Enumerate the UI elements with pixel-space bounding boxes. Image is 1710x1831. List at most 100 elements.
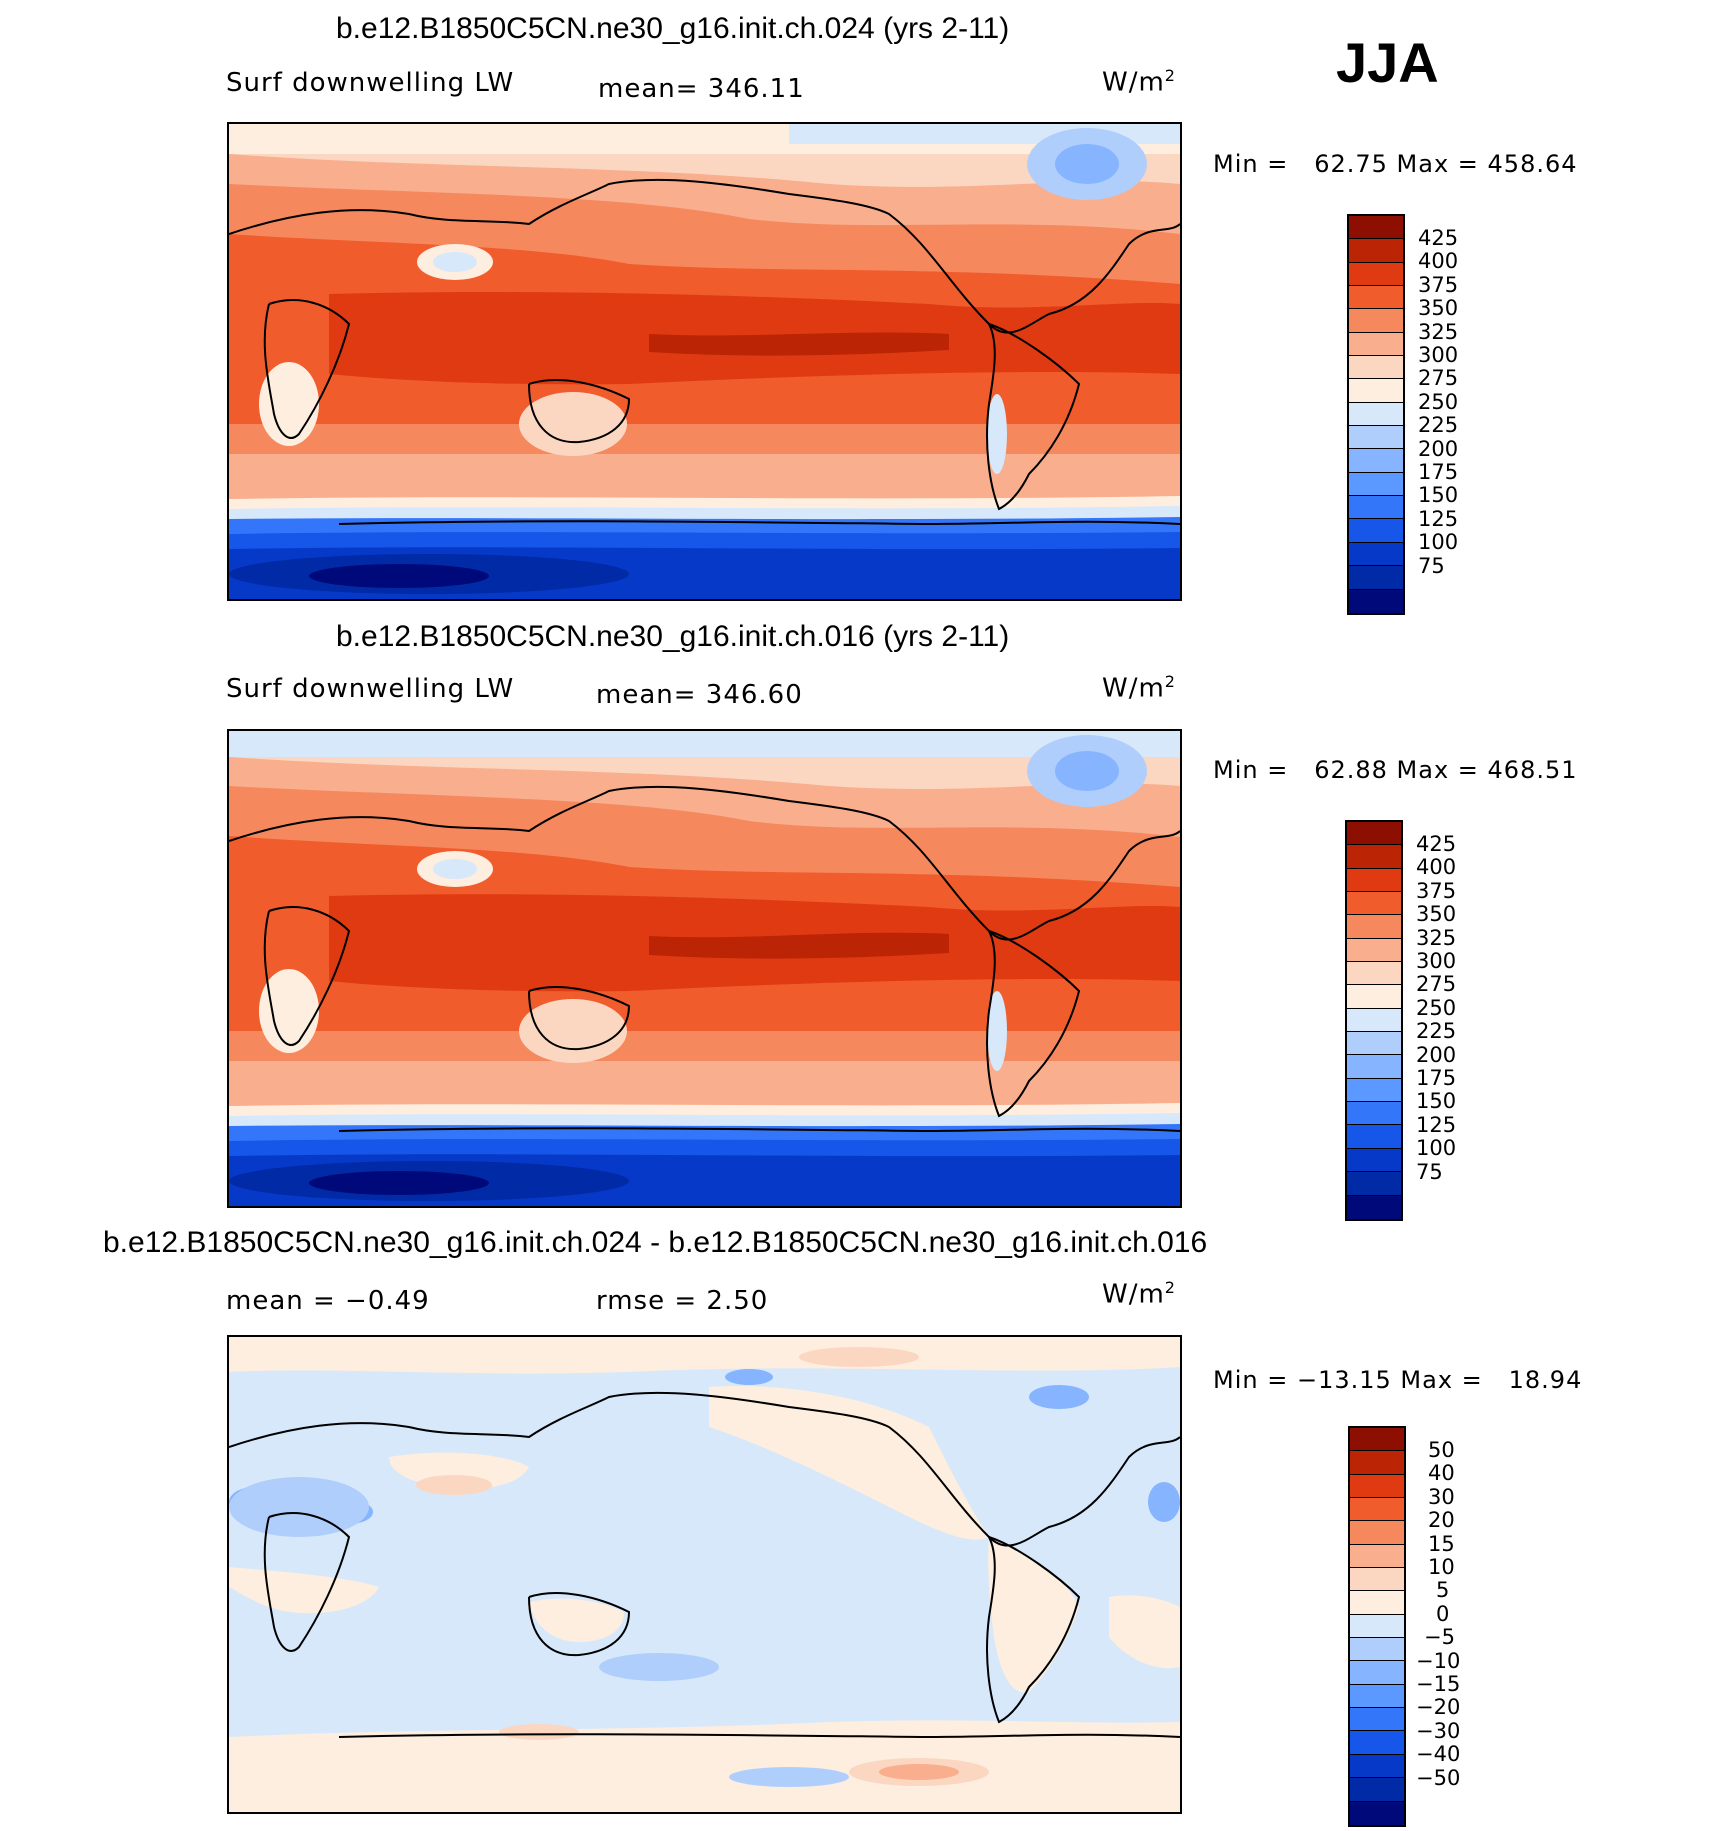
colorbar-tick: −50	[1416, 1765, 1461, 1790]
colorbar-3-swatch	[1350, 1638, 1404, 1662]
panel-1-colorbar-ticks: 425 400 375 350 325 300 275 250 225 200 …	[1418, 226, 1478, 586]
colorbar-tick: 250	[1416, 995, 1457, 1020]
colorbar-1-swatch	[1349, 449, 1403, 473]
colorbar-tick: 350	[1416, 902, 1457, 927]
colorbar-2-swatch	[1347, 845, 1401, 869]
colorbar-tick: 200	[1416, 1042, 1457, 1067]
panel-1-variable-label: Surf downwelling LW	[226, 68, 515, 98]
colorbar-3-swatch	[1350, 1568, 1404, 1592]
colorbar-3-swatch	[1350, 1684, 1404, 1709]
colorbar-2-swatch	[1347, 868, 1401, 893]
colorbar-tick: 200	[1418, 436, 1459, 461]
colorbar-tick: 100	[1418, 530, 1459, 555]
colorbar-tick: 15	[1428, 1531, 1455, 1556]
colorbar-tick: 225	[1416, 1019, 1457, 1044]
colorbar-3-swatch	[1350, 1474, 1404, 1499]
colorbar-tick: 250	[1418, 389, 1459, 414]
colorbar-3-swatch	[1350, 1591, 1404, 1615]
colorbar-1-swatch	[1349, 402, 1403, 427]
colorbar-3-swatch	[1350, 1498, 1404, 1522]
panel-3-map	[227, 1335, 1182, 1814]
panel-2-field	[229, 731, 1180, 1206]
colorbar-tick: 350	[1418, 296, 1459, 321]
panel-3-rmse-label: rmse = 2.50	[596, 1286, 769, 1316]
colorbar-tick: 400	[1416, 855, 1457, 880]
colorbar-tick: −20	[1416, 1695, 1461, 1720]
colorbar-1-swatch	[1349, 356, 1403, 380]
panel-3-min-max: Min = −13.15 Max = 18.94	[1213, 1366, 1583, 1394]
panel-1-field	[229, 124, 1180, 599]
colorbar-3-swatch	[1350, 1778, 1404, 1802]
colorbar-tick: −15	[1416, 1672, 1461, 1696]
colorbar-tick: 275	[1416, 972, 1457, 997]
colorbar-2-swatch	[1347, 1148, 1401, 1173]
panel-3-field	[229, 1337, 1180, 1812]
colorbar-tick: 425	[1418, 226, 1459, 250]
colorbar-tick: 375	[1418, 272, 1459, 297]
colorbar-1-swatch	[1349, 542, 1403, 567]
colorbar-2-swatch	[1347, 985, 1401, 1009]
colorbar-tick: 150	[1416, 1089, 1457, 1114]
colorbar-tick: 5	[1436, 1578, 1450, 1603]
panel-1-mean-label: mean= 346.11	[598, 74, 805, 104]
colorbar-3-swatch	[1350, 1754, 1404, 1779]
panel-2-title: b.e12.B1850C5CN.ne30_g16.init.ch.016 (yr…	[336, 620, 1010, 653]
panel-3-title: b.e12.B1850C5CN.ne30_g16.init.ch.024 - b…	[103, 1226, 1208, 1259]
colorbar-tick: −10	[1416, 1648, 1461, 1673]
colorbar-tick: 175	[1418, 460, 1459, 484]
panel-2-variable-label: Surf downwelling LW	[226, 674, 515, 704]
colorbar-tick: 300	[1418, 343, 1459, 367]
colorbar-2-swatch	[1347, 822, 1401, 846]
colorbar-1-swatch	[1349, 216, 1403, 240]
colorbar-3-swatch	[1350, 1801, 1404, 1825]
panel-1-title: b.e12.B1850C5CN.ne30_g16.init.ch.024 (yr…	[336, 12, 1010, 45]
colorbar-tick: 20	[1428, 1508, 1455, 1533]
panel-3-mean-label: mean = −0.49	[226, 1286, 430, 1316]
colorbar-tick: 275	[1418, 366, 1459, 391]
colorbar-tick: −30	[1416, 1718, 1461, 1743]
panel-2-colorbar-ticks: 425 400 375 350 325 300 275 250 225 200 …	[1416, 832, 1476, 1192]
colorbar-tick: 150	[1418, 483, 1459, 508]
colorbar-2-swatch	[1347, 1172, 1401, 1196]
colorbar-3-swatch	[1350, 1451, 1404, 1475]
colorbar-1-swatch	[1349, 262, 1403, 287]
colorbar-3-swatch	[1350, 1708, 1404, 1732]
panel-2-map	[227, 729, 1182, 1208]
panel-2-min-max: Min = 62.88 Max = 468.51	[1213, 756, 1578, 784]
colorbar-1-swatch	[1349, 309, 1403, 333]
panel-2-colorbar	[1345, 820, 1403, 1221]
panel-1-min-max: Min = 62.75 Max = 458.64	[1213, 150, 1578, 178]
colorbar-3-swatch	[1350, 1544, 1404, 1569]
colorbar-2-swatch	[1347, 892, 1401, 916]
colorbar-2-swatch	[1347, 1102, 1401, 1126]
colorbar-tick: 425	[1416, 832, 1457, 856]
colorbar-tick: 50	[1428, 1438, 1455, 1462]
colorbar-tick: −5	[1424, 1625, 1455, 1650]
colorbar-tick: 75	[1418, 553, 1445, 578]
colorbar-3-swatch	[1350, 1661, 1404, 1685]
colorbar-1-swatch	[1349, 566, 1403, 590]
colorbar-2-swatch	[1347, 1078, 1401, 1103]
colorbar-1-swatch	[1349, 496, 1403, 520]
colorbar-3-swatch	[1350, 1731, 1404, 1755]
colorbar-1-swatch	[1349, 519, 1403, 543]
colorbar-tick: 100	[1416, 1136, 1457, 1161]
colorbar-3-swatch	[1350, 1428, 1404, 1452]
season-label: JJA	[1336, 31, 1439, 94]
colorbar-tick: 400	[1418, 249, 1459, 274]
colorbar-tick: 325	[1418, 319, 1459, 344]
colorbar-1-swatch	[1349, 239, 1403, 263]
colorbar-3-swatch	[1350, 1614, 1404, 1639]
colorbar-tick: 125	[1416, 1112, 1457, 1137]
colorbar-3-swatch	[1350, 1521, 1404, 1545]
colorbar-1-swatch	[1349, 426, 1403, 450]
colorbar-2-swatch	[1347, 1032, 1401, 1056]
colorbar-tick: 375	[1416, 878, 1457, 903]
panel-1-map	[227, 122, 1182, 601]
colorbar-2-swatch	[1347, 962, 1401, 986]
colorbar-tick: 225	[1418, 413, 1459, 438]
colorbar-tick: 175	[1416, 1066, 1457, 1090]
colorbar-tick: 300	[1416, 949, 1457, 973]
panel-1-colorbar	[1347, 214, 1405, 615]
colorbar-tick: 325	[1416, 925, 1457, 950]
